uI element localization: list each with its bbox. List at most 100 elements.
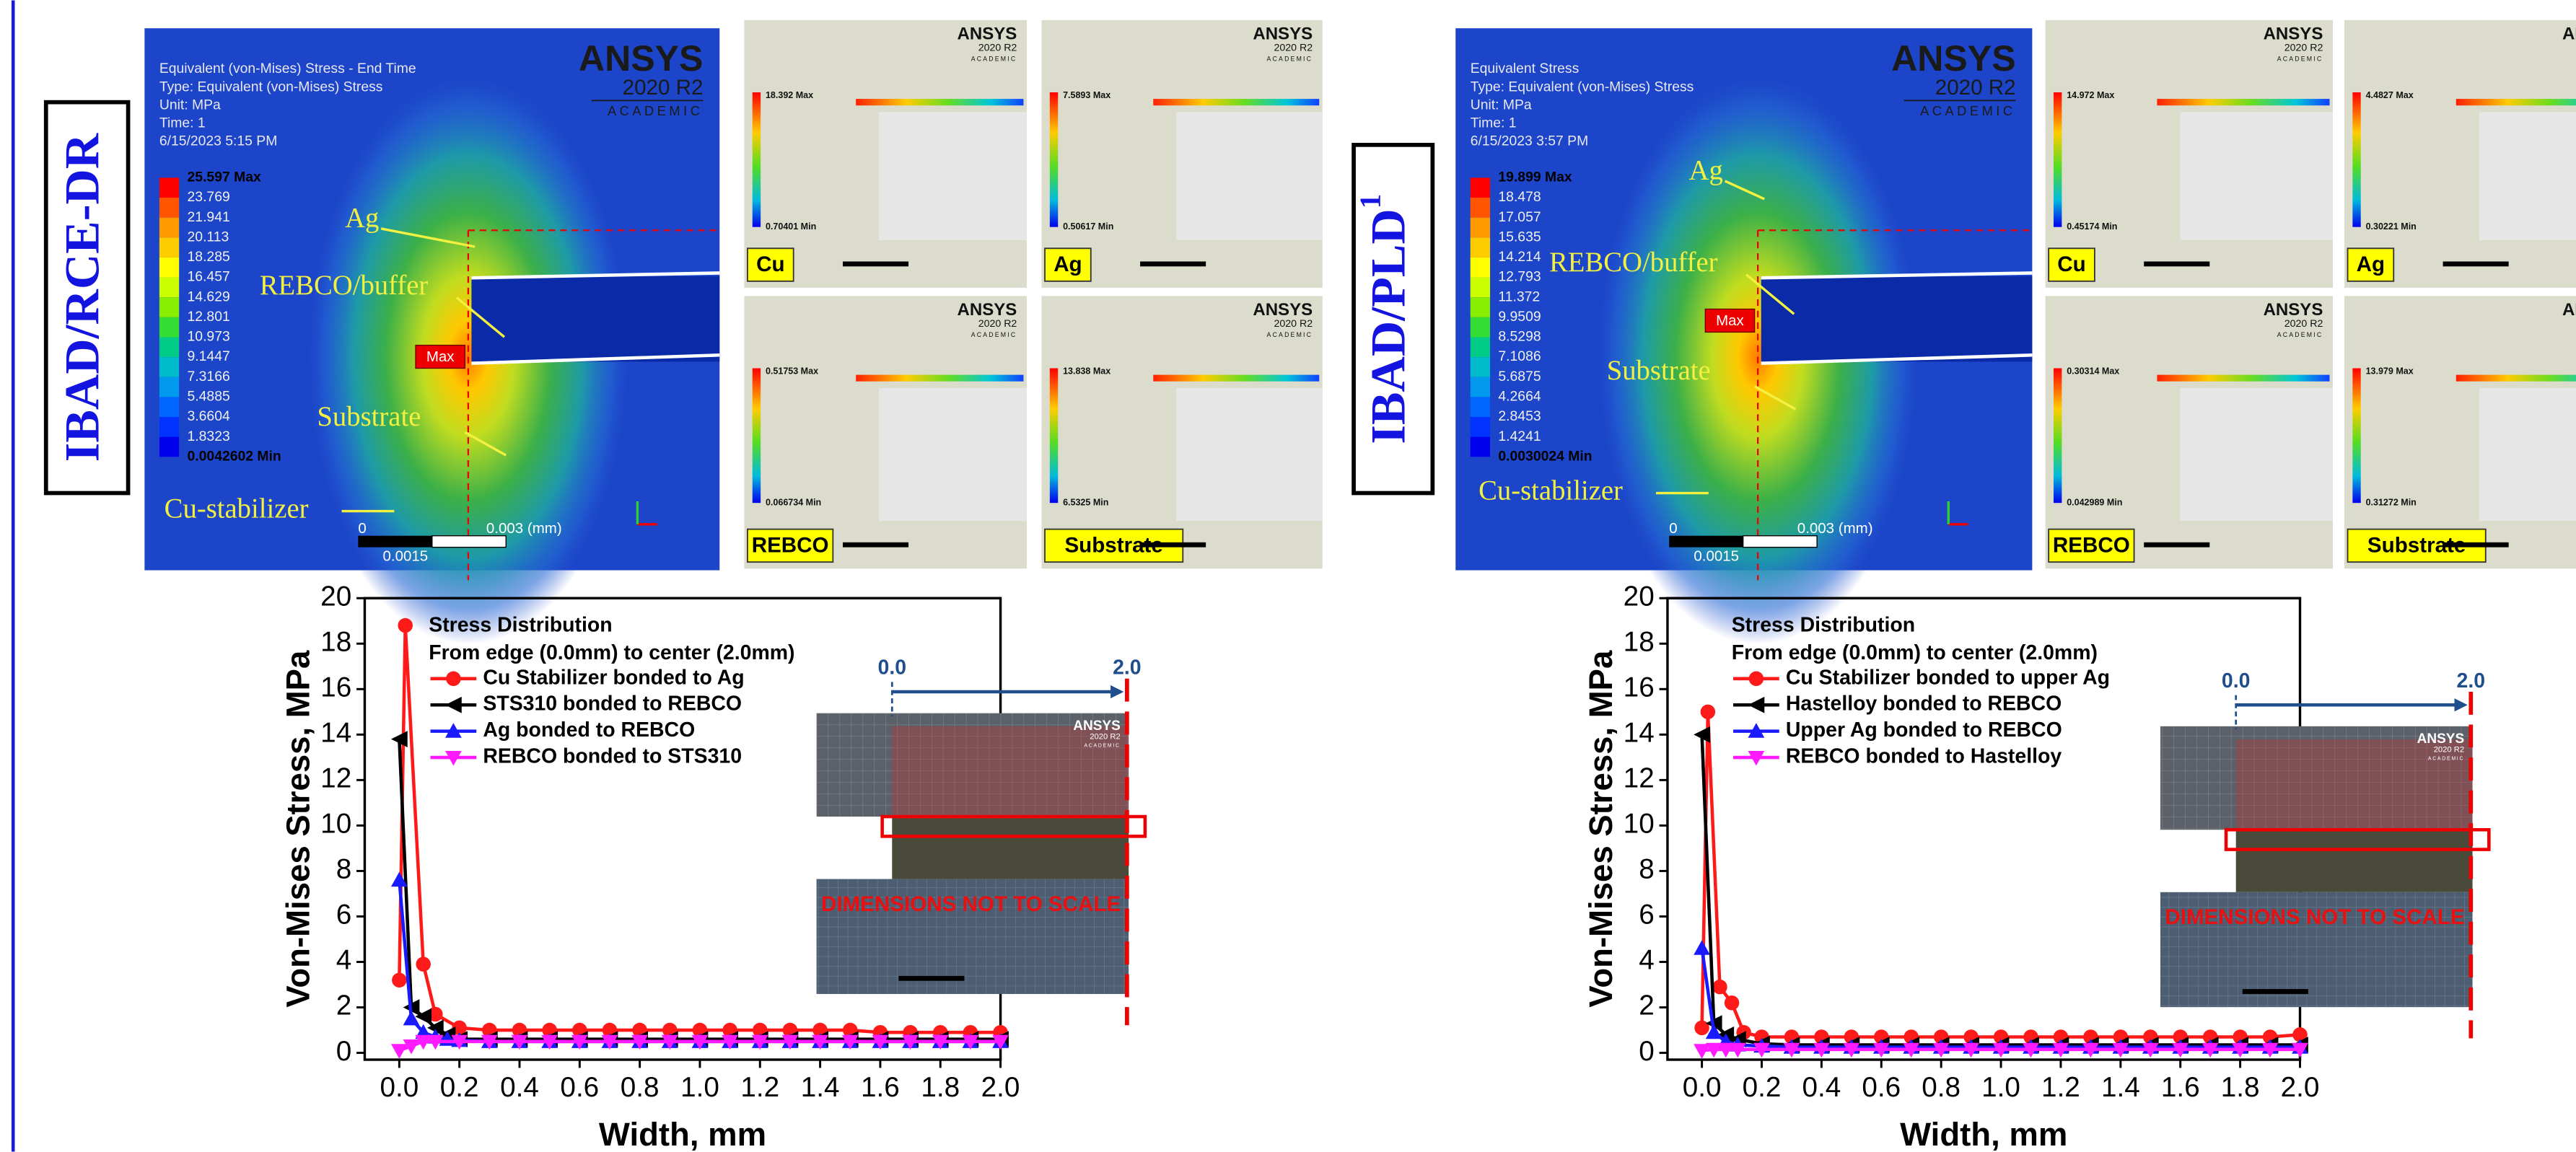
legend-band bbox=[159, 338, 179, 358]
legend-value: 14.629 bbox=[188, 289, 230, 304]
data-point bbox=[392, 972, 406, 987]
y-axis-label: Von-Mises Stress, MPa bbox=[280, 650, 317, 1008]
subpanel-max: 13.979 Max bbox=[2366, 366, 2414, 376]
annotation-substrate: Substrate bbox=[317, 402, 421, 432]
annotation-cu: Cu-stabilizer bbox=[1478, 475, 1623, 506]
inset-scale bbox=[898, 976, 964, 981]
subpanel-body bbox=[2479, 112, 2576, 240]
subpanel-stress-line bbox=[2157, 99, 2329, 105]
x-tick-label: 1.4 bbox=[2101, 1072, 2140, 1103]
legend-value: 1.4241 bbox=[1498, 428, 1541, 444]
x-tick-label: 0.4 bbox=[1802, 1072, 1841, 1103]
contour-info: 6/15/2023 5:15 PM bbox=[159, 133, 277, 149]
logo-edition: ACADEMIC bbox=[1084, 743, 1120, 748]
y-tick-label: 4 bbox=[1639, 945, 1655, 976]
subpanel-legend bbox=[753, 92, 761, 227]
logo-edition: ACADEMIC bbox=[971, 331, 1017, 338]
panel-label: IBAD/PLD1 bbox=[1354, 194, 1416, 444]
x-tick-label: 1.8 bbox=[921, 1072, 960, 1103]
x-tick-label: 0.2 bbox=[1743, 1072, 1782, 1103]
panel-label-sup: 1 bbox=[1354, 194, 1387, 208]
x-tick-label: 1.6 bbox=[861, 1072, 900, 1103]
subpanel-body bbox=[2479, 388, 2576, 521]
x-tick-label: 1.2 bbox=[740, 1072, 779, 1103]
legend-band bbox=[159, 437, 179, 457]
annotation-ag: Ag bbox=[1689, 155, 1723, 185]
y-tick-label: 16 bbox=[320, 672, 351, 703]
y-tick-label: 0 bbox=[336, 1036, 352, 1067]
subpanel-scale bbox=[2443, 542, 2509, 548]
subpanel-body bbox=[1176, 112, 1323, 240]
legend-band bbox=[159, 198, 179, 218]
subpanel-max: 0.51753 Max bbox=[766, 366, 818, 376]
x-tick-label: 1.2 bbox=[2041, 1072, 2080, 1103]
y-tick-label: 20 bbox=[320, 581, 351, 612]
legend-value: 25.597 Max bbox=[188, 169, 261, 185]
legend-value: 3.6604 bbox=[188, 408, 230, 424]
legend-label: Cu Stabilizer bonded to upper Ag bbox=[1786, 666, 2110, 689]
subpanel-min: 0.45174 Min bbox=[2067, 221, 2117, 232]
data-point bbox=[416, 957, 430, 971]
x-tick-label: 0.6 bbox=[1862, 1072, 1901, 1103]
data-point bbox=[1701, 705, 1715, 719]
legend-band bbox=[1471, 377, 1490, 397]
legend-band bbox=[1471, 437, 1490, 457]
x-tick-label: 1.0 bbox=[1981, 1072, 2020, 1103]
scale-mid: 0.0015 bbox=[1694, 548, 1739, 565]
material-label: Cu bbox=[756, 252, 784, 276]
legend-band bbox=[159, 237, 179, 258]
legend-value: 12.801 bbox=[188, 309, 230, 325]
subpanel-min: 0.70401 Min bbox=[766, 221, 816, 232]
legend-value: 9.1447 bbox=[188, 348, 230, 364]
legend-title: Stress Distribution bbox=[429, 613, 612, 636]
max-label: Max bbox=[1716, 312, 1744, 329]
legend-value: 17.057 bbox=[1498, 209, 1541, 225]
scale-end: 0.003 (mm) bbox=[1797, 520, 1873, 537]
subpanel-body bbox=[1176, 388, 1323, 521]
legend-value: 2.8453 bbox=[1498, 408, 1541, 424]
legend-value: 5.6875 bbox=[1498, 369, 1541, 384]
legend-value: 20.113 bbox=[188, 229, 229, 245]
x-tick-label: 0.0 bbox=[1683, 1072, 1722, 1103]
x-axis-label: Width, mm bbox=[599, 1116, 766, 1152]
legend-value: 0.0030024 Min bbox=[1498, 448, 1592, 464]
subpanel-legend bbox=[2352, 368, 2360, 503]
material-label: REBCO bbox=[2053, 533, 2130, 557]
y-tick-label: 12 bbox=[320, 763, 351, 794]
data-point bbox=[1712, 980, 1727, 994]
legend-label: STS310 bonded to REBCO bbox=[483, 692, 742, 716]
annotation-cu: Cu-stabilizer bbox=[165, 493, 309, 524]
y-tick-label: 18 bbox=[320, 626, 351, 657]
inset-note: DIMENSIONS NOT TO SCALE bbox=[821, 892, 1121, 916]
legend-marker bbox=[446, 672, 460, 686]
subpanel-legend bbox=[2352, 92, 2360, 227]
logo-version: 2020 R2 bbox=[1274, 318, 1313, 330]
contour-info: Equivalent (von-Mises) Stress - End Time bbox=[159, 61, 416, 76]
logo-name: ANSYS bbox=[2264, 300, 2323, 320]
material-label: REBCO bbox=[752, 533, 829, 557]
subpanel-max: 4.4827 Max bbox=[2366, 90, 2414, 100]
contour-info: Unit: MPa bbox=[159, 97, 221, 113]
logo-edition: ACADEMIC bbox=[2428, 757, 2464, 762]
legend-value: 23.769 bbox=[188, 189, 230, 205]
inset-layer bbox=[2236, 830, 2473, 892]
x-tick-label: 0.2 bbox=[440, 1072, 479, 1103]
subpanel-max: 13.838 Max bbox=[1063, 366, 1110, 376]
logo-version: 2020 R2 bbox=[2434, 746, 2464, 755]
x-tick-label: 0.4 bbox=[500, 1072, 539, 1103]
legend-band bbox=[1471, 237, 1490, 258]
x-tick-label: 2.0 bbox=[2281, 1072, 2320, 1103]
y-tick-label: 6 bbox=[1639, 900, 1655, 931]
subpanel-min: 0.066734 Min bbox=[766, 497, 821, 507]
subpanel-stress-line bbox=[856, 375, 1023, 382]
legend-marker bbox=[1749, 672, 1764, 686]
subpanel-stress-line bbox=[2157, 375, 2329, 382]
subpanel-body bbox=[2180, 112, 2333, 240]
legend-value: 14.214 bbox=[1498, 249, 1541, 265]
scale-end: 0.003 (mm) bbox=[486, 520, 562, 537]
logo-version: 2020 R2 bbox=[1090, 733, 1120, 742]
subpanel-max: 14.972 Max bbox=[2067, 90, 2114, 100]
logo-name: ANSYS bbox=[958, 300, 1017, 320]
legend-band bbox=[159, 297, 179, 317]
x-tick-label: 0.8 bbox=[621, 1072, 660, 1103]
